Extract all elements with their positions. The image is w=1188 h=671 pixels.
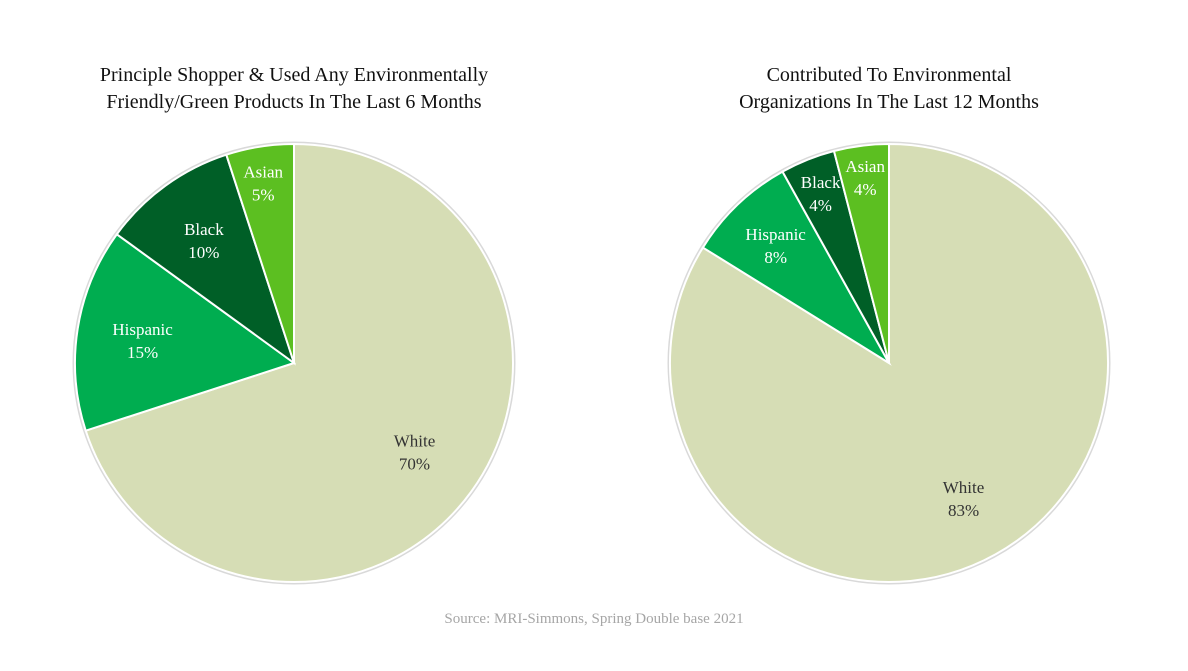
chart-title-line: Principle Shopper & Used Any Environment…	[100, 64, 488, 86]
slice-value-asian: 4%	[854, 180, 877, 199]
slice-value-black: 4%	[809, 196, 832, 215]
slice-label-asian: Asian	[845, 157, 885, 176]
slice-label-black: Black	[184, 220, 224, 239]
slice-value-hispanic: 15%	[127, 343, 158, 362]
slice-value-asian: 5%	[252, 185, 275, 204]
pie-slice-asian	[832, 142, 890, 364]
slice-label-asian: Asian	[243, 162, 283, 181]
slice-label-white: White	[394, 432, 436, 451]
slice-value-white: 70%	[399, 455, 430, 474]
chart-title-line: Contributed To Environmental	[767, 64, 1012, 86]
pie-slice-hispanic	[74, 232, 297, 432]
pie-slice-white	[84, 142, 514, 583]
slice-value-white: 83%	[948, 501, 979, 520]
slice-label-white: White	[943, 478, 985, 497]
slice-label-hispanic: Hispanic	[112, 320, 173, 339]
pie-slice-asian	[225, 142, 295, 364]
chart-title-line: Friendly/Green Products In The Last 6 Mo…	[106, 91, 481, 113]
slice-label-black: Black	[801, 173, 841, 192]
slice-value-hispanic: 8%	[764, 248, 787, 267]
slice-label-hispanic: Hispanic	[745, 225, 806, 244]
source-note: Source: MRI-Simmons, Spring Double base …	[444, 611, 744, 627]
pie-chart-2: Contributed To Environmental Organization…	[667, 64, 1111, 585]
chart-title-line: Organizations In The Last 12 Months	[739, 91, 1039, 113]
pie-slice-hispanic	[701, 170, 892, 366]
pie-slice-black	[115, 153, 296, 366]
pie-chart-1: Principle Shopper & Used Any Environment…	[72, 64, 516, 585]
slice-value-black: 10%	[188, 243, 219, 262]
